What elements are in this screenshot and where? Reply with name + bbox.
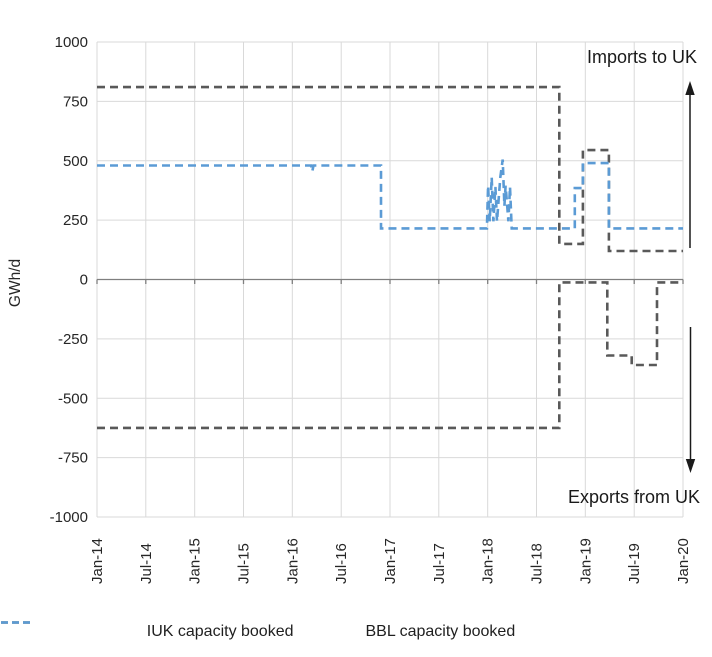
- legend: IUK capacity booked BBL capacity booked: [0, 619, 662, 645]
- legend-item-bbl: BBL capacity booked: [1, 621, 516, 641]
- x-tick-label: Jan-20: [675, 538, 692, 584]
- x-tick-label: Jan-16: [284, 538, 301, 584]
- x-tick-label: Jul-15: [236, 543, 253, 584]
- x-tick-label: Jul-19: [626, 543, 643, 584]
- x-tick-label: Jan-14: [89, 538, 106, 584]
- x-tick-label: Jan-19: [577, 538, 594, 584]
- y-tick-label: 250: [63, 212, 88, 229]
- y-tick-label: 750: [63, 93, 88, 110]
- series-line-iuk: [97, 281, 683, 430]
- series-line-iuk: [97, 85, 683, 253]
- y-tick-label: -500: [58, 390, 88, 407]
- y-tick-label: -1000: [50, 509, 88, 526]
- x-tick-label: Jan-18: [480, 538, 497, 584]
- y-tick-label: 0: [80, 272, 88, 289]
- bbl-dash-sample-icon: [1, 621, 31, 624]
- y-axis-title: GWh/d: [7, 259, 24, 307]
- y-tick-label: 1000: [55, 34, 88, 51]
- legend-item-iuk: IUK capacity booked: [1, 621, 294, 641]
- zero-axis: [96, 278, 684, 284]
- x-tick-label: Jan-17: [382, 538, 399, 584]
- y-tick-label: 500: [63, 153, 88, 170]
- legend-label-iuk: IUK capacity booked: [146, 623, 294, 640]
- legend-label-bbl: BBL capacity booked: [365, 623, 516, 640]
- x-tick-label: Jul-16: [333, 543, 350, 584]
- x-tick-label: Jul-18: [529, 543, 546, 584]
- exports-annotation: Exports from UK: [568, 487, 700, 507]
- y-tick-label: -250: [58, 331, 88, 348]
- x-tick-label: Jul-14: [138, 543, 155, 584]
- imports-annotation: Imports to UK: [587, 47, 697, 67]
- series-lines: [97, 85, 683, 430]
- x-tick-label: Jul-17: [431, 543, 448, 584]
- x-tick-label: Jan-15: [187, 538, 204, 584]
- y-tick-label: -750: [58, 450, 88, 467]
- exports-arrow-head-icon: [685, 459, 696, 473]
- series-line-bbl: [97, 159, 683, 230]
- imports-arrow-head-icon: [685, 81, 695, 95]
